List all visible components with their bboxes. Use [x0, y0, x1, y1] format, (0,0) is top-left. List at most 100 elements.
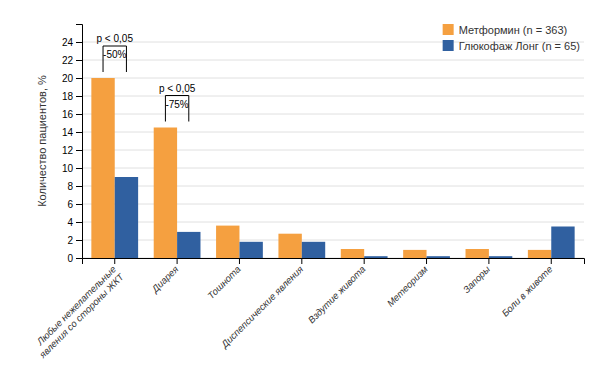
grid-line — [82, 60, 584, 61]
axis-line — [76, 25, 83, 259]
y-tick: 24 — [62, 37, 82, 48]
bar — [154, 128, 177, 259]
x-axis: Любые нежелательныеявления со стороны ЖК… — [29, 258, 585, 361]
tick-label: 2 — [67, 235, 73, 246]
tick-mark — [301, 258, 302, 264]
tick-mark — [551, 258, 552, 264]
bar — [364, 256, 387, 258]
x-tick: Тошнота — [205, 258, 243, 301]
tick-label: 14 — [62, 127, 74, 138]
x-tick: Боли в животе — [499, 258, 554, 319]
legend-label: Глюкофаж Лонг (n = 65) — [459, 40, 580, 52]
annotation-label: -50% — [103, 49, 126, 60]
tick-label: 16 — [62, 109, 74, 120]
legend-swatch — [443, 24, 454, 35]
tick-mark — [76, 132, 82, 133]
bar — [466, 249, 489, 258]
y-tick: 20 — [62, 73, 82, 84]
annotation-label: -75% — [165, 99, 188, 110]
grid-line — [82, 114, 584, 115]
x-tick: Любые нежелательныеявления со стороны ЖК… — [29, 258, 127, 361]
bar — [302, 242, 325, 258]
tick-label: 0 — [67, 253, 73, 264]
y-axis: 024681012141618202224 — [62, 25, 83, 264]
tick-label: Тошнота — [205, 263, 243, 301]
tick-mark — [76, 258, 82, 259]
tick-mark — [76, 78, 82, 79]
bar — [278, 234, 301, 258]
y-axis-title: Количество пациентов, % — [36, 75, 48, 207]
y-tick: 4 — [67, 217, 82, 228]
tick-label: Диспепсические явления — [218, 263, 305, 350]
tick-mark — [239, 258, 240, 264]
x-tick: Диарея — [149, 258, 181, 295]
bar — [551, 227, 574, 259]
bar-series — [115, 177, 575, 258]
tick-label: Метеоризм — [385, 263, 431, 309]
tick-label: 24 — [62, 37, 74, 48]
x-tick: Метеоризм — [385, 258, 431, 309]
bracket — [165, 96, 188, 122]
tick-label: 4 — [67, 217, 73, 228]
tick-mark — [76, 150, 82, 151]
bar — [427, 256, 450, 258]
x-tick: Запоры — [461, 258, 493, 295]
tick-mark — [76, 96, 82, 97]
tick-label: Вздутие живота — [306, 263, 368, 325]
tick-label: 10 — [62, 163, 74, 174]
tick-label: 20 — [62, 73, 74, 84]
grid — [82, 42, 584, 258]
bars — [91, 78, 574, 258]
tick-label: 12 — [62, 145, 74, 156]
tick-label: Боли в животе — [499, 263, 554, 318]
bar — [489, 256, 512, 258]
grid-line — [82, 96, 584, 97]
tick-mark — [76, 240, 82, 241]
tick-label: 22 — [62, 55, 74, 66]
annotation-text: p < 0,05 — [159, 83, 196, 94]
y-tick: 0 — [67, 253, 82, 264]
y-tick: 2 — [67, 235, 82, 246]
tick-mark — [488, 258, 489, 264]
tick-mark — [76, 114, 82, 115]
bar-series — [91, 78, 551, 258]
tick-mark — [76, 168, 82, 169]
annotations: p < 0,05 -50% p < 0,05 -75% — [97, 33, 196, 122]
legend-item: Глюкофаж Лонг (n = 65) — [443, 40, 580, 52]
tick-mark — [76, 222, 82, 223]
y-tick: 14 — [62, 127, 82, 138]
tick-label: 8 — [67, 181, 73, 192]
bar — [115, 177, 138, 258]
bar — [403, 250, 426, 258]
bar — [91, 78, 114, 258]
legend: Метформин (n = 363) Глюкофаж Лонг (n = 65… — [443, 24, 580, 52]
y-tick: 6 — [67, 199, 82, 210]
tick-label: Запоры — [461, 263, 493, 295]
tick-mark — [364, 258, 365, 264]
bar — [341, 249, 364, 258]
tick-label: 18 — [62, 91, 74, 102]
y-tick: 22 — [62, 55, 82, 66]
bar — [216, 226, 239, 258]
x-tick: Вздутие живота — [306, 258, 368, 325]
tick-mark — [76, 204, 82, 205]
annotation: p < 0,05 -75% — [159, 83, 196, 122]
tick-label: 6 — [67, 199, 73, 210]
tick-mark — [76, 42, 82, 43]
chart: 024681012141618202224Любые нежелательные… — [0, 0, 600, 370]
bar — [177, 232, 200, 258]
tick-label: Любые нежелательныеявления со стороны ЖК… — [29, 263, 127, 361]
annotation-text: p < 0,05 — [97, 33, 134, 44]
axis-line — [83, 259, 585, 265]
legend-swatch — [443, 40, 454, 51]
legend-item: Метформин (n = 363) — [443, 24, 568, 36]
x-tick: Диспепсические явления — [218, 258, 305, 350]
y-tick: 8 — [67, 181, 82, 192]
tick-mark — [76, 60, 82, 61]
tick-mark — [177, 258, 178, 264]
grid-line — [82, 78, 584, 79]
annotation: p < 0,05 -50% — [97, 33, 134, 72]
legend-label: Метформин (n = 363) — [459, 24, 568, 36]
y-tick: 16 — [62, 109, 82, 120]
bar — [239, 242, 262, 258]
